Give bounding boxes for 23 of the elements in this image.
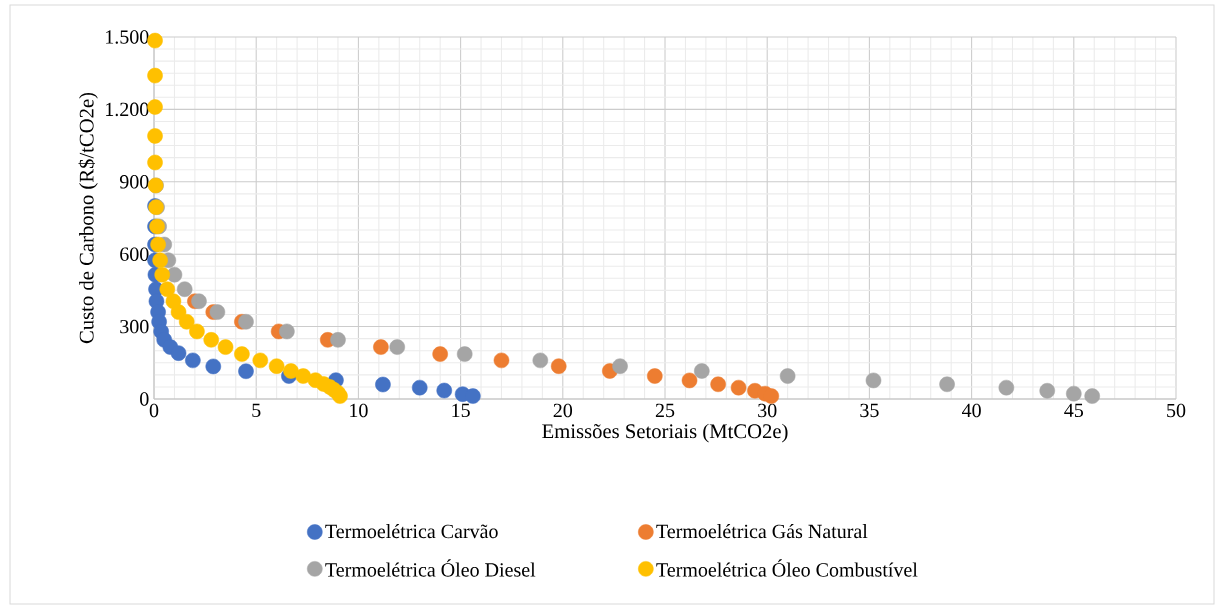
legend-label: Termoelétrica Gás Natural xyxy=(656,524,868,539)
y-tick-label: 600 xyxy=(120,247,149,261)
y-tick-label: 1.200 xyxy=(106,102,149,117)
x-tick-label: 20 xyxy=(553,403,573,418)
x-tick-label: 50 xyxy=(1167,403,1186,418)
x-tick-label: 30 xyxy=(758,403,777,418)
x-tick-label: 0 xyxy=(149,403,159,418)
y-axis-title: Custo de Carbono (R$/tCO2e) xyxy=(78,92,98,344)
x-tick-label: 40 xyxy=(962,403,981,418)
x-tick-label: 35 xyxy=(860,403,879,418)
y-tick-label: 0 xyxy=(140,392,149,406)
y-tick-label: 1.500 xyxy=(106,30,149,44)
legend-label: Termoelétrica Óleo Combustível xyxy=(656,559,918,577)
x-tick-label: 15 xyxy=(452,403,470,418)
y-tick-label: 300 xyxy=(120,319,149,334)
x-tick-label: 25 xyxy=(655,403,675,418)
legend-label: Termoelétrica Carvão xyxy=(325,524,498,539)
x-tick-label: 10 xyxy=(350,403,368,418)
legend-label: Termoelétrica Óleo Diesel xyxy=(325,559,536,577)
x-axis-title: Emissões Setoriais (MtCO2e) xyxy=(542,423,788,443)
x-tick-label: 45 xyxy=(1064,403,1084,418)
y-tick-label: 900 xyxy=(119,175,149,189)
x-tick-label: 5 xyxy=(252,403,261,417)
